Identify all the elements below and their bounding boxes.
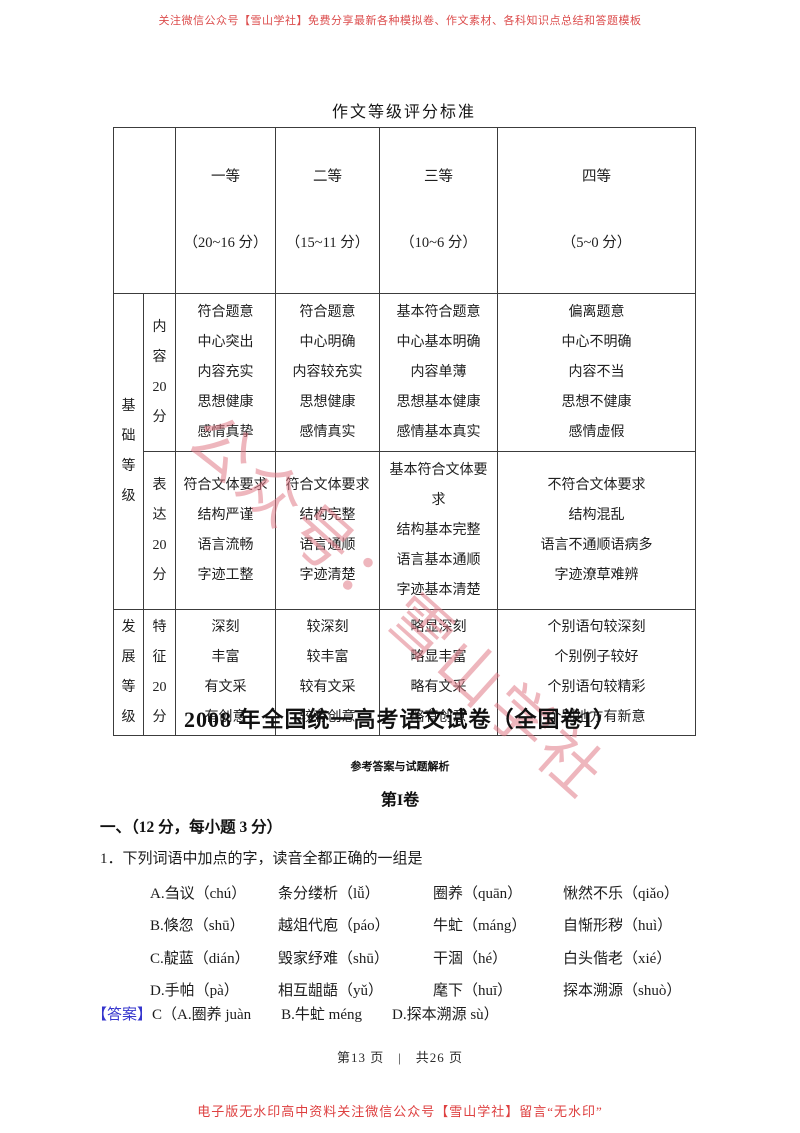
page-number-footer: 第13 页 | 共26 页 bbox=[336, 1050, 464, 1065]
table-row-expression: 表 达 20 分 符合文体要求 结构严谨 语言流畅 字迹工整 符合文体要求 结构… bbox=[114, 451, 696, 610]
option-item: 毁家纾难（shū） bbox=[278, 950, 389, 967]
cell-content-grade1: 符合题意 中心突出 内容充实 思想健康 感情真挚 bbox=[175, 293, 276, 452]
volume-heading: 第I卷 bbox=[380, 792, 420, 809]
option-item: C.靛蓝（dián） bbox=[150, 950, 250, 967]
option-row-c: C.靛蓝（dián） 毁家纾难（shū） 干涸（hé） 白头偕老（xié） bbox=[150, 941, 720, 974]
grading-table-title: 作文等级评分标准 bbox=[331, 104, 476, 121]
grade-label: 三等 bbox=[424, 169, 453, 185]
option-row-a: A.刍议（chú） 条分缕析（lǚ） 圈养（quān） 愀然不乐（qiǎo） bbox=[150, 876, 720, 909]
option-item: 愀然不乐（qiǎo） bbox=[563, 885, 679, 902]
table-corner-cell bbox=[113, 127, 176, 294]
grade-range: （15~11 分） bbox=[285, 235, 370, 251]
option-item: A.刍议（chú） bbox=[150, 885, 247, 902]
question-1-stem: 1．下列词语中加点的字，读音全都正确的一组是 bbox=[100, 851, 423, 867]
cell-content-grade2: 符合题意 中心明确 内容较充实 思想健康 感情真实 bbox=[275, 293, 380, 452]
option-item: B.倏忽（shū） bbox=[150, 918, 245, 935]
essay-grading-table: 一等 （20~16 分） 二等 （15~11 分） 三等 （10~6 分） 四等… bbox=[113, 127, 696, 736]
header-grade-2: 二等 （15~11 分） bbox=[275, 127, 380, 294]
option-item: 探本溯源（shuò） bbox=[563, 983, 682, 1000]
table-header-row: 一等 （20~16 分） 二等 （15~11 分） 三等 （10~6 分） 四等… bbox=[113, 127, 696, 294]
option-item: D.手帕（pà） bbox=[150, 983, 239, 1000]
row-group-development: 发 展 等 级 bbox=[113, 609, 144, 736]
table-row-content: 基 础 等 级 内 容 20 分 符合题意 中心突出 内容充实 思想健康 感情真… bbox=[113, 293, 696, 610]
grade-range: （5~0 分） bbox=[561, 235, 632, 251]
cell-feature-grade2: 较深刻 较丰富 较有文采 较有创意 bbox=[275, 609, 380, 736]
cell-content-grade4: 偏离题意 中心不明确 内容不当 思想不健康 感情虚假 bbox=[497, 293, 696, 452]
option-item: 牛虻（máng） bbox=[433, 918, 527, 935]
cell-expression-grade2: 符合文体要求 结构完整 语言通顺 字迹清楚 bbox=[275, 451, 380, 610]
aspect-content: 内 容 20 分 bbox=[143, 293, 176, 452]
option-row-b: B.倏忽（shū） 越俎代庖（páo） 牛虻（máng） 自惭形秽（huì） bbox=[150, 909, 720, 942]
question-1-options: A.刍议（chú） 条分缕析（lǚ） 圈养（quān） 愀然不乐（qiǎo） B… bbox=[150, 876, 720, 1006]
answer-text: C（A.圈养 juàn B.牛虻 méng D.探本溯源 sù） bbox=[152, 1007, 499, 1023]
table-row-feature: 发 展 等 级 特 征 20 分 深刻 丰富 有文采 有创意 较深刻 较丰富 较… bbox=[113, 609, 696, 736]
option-item: 自惭形秽（huì） bbox=[563, 918, 673, 935]
section-heading: 一、（12 分，每小题 3 分） bbox=[100, 819, 283, 836]
cell-feature-grade3: 略显深刻 略显丰富 略有文采 略有创意 bbox=[379, 609, 498, 736]
grade-label: 一等 bbox=[211, 169, 240, 185]
cell-expression-grade3: 基本符合文体要 求 结构基本完整 语言基本通顺 字迹基本清楚 bbox=[379, 451, 498, 610]
grade-range: （10~6 分） bbox=[400, 235, 477, 251]
option-item: 条分缕析（lǚ） bbox=[278, 885, 380, 902]
bottom-promo-banner: 电子版无水印高中资料关注微信公众号【雪山学社】留言“无水印” bbox=[197, 1104, 603, 1119]
cell-feature-grade4: 个别语句较深刻 个别例子较好 个别语句较精彩 个别地方有新意 bbox=[497, 609, 696, 736]
cell-expression-grade4: 不符合文体要求 结构混乱 语言不通顺语病多 字迹潦草难辨 bbox=[497, 451, 696, 610]
option-item: 干涸（hé） bbox=[433, 950, 508, 967]
top-promo-banner: 关注微信公众号【雪山学社】免费分享最新各种模拟卷、作文素材、各科知识点总结和答题… bbox=[158, 15, 642, 27]
header-grade-1: 一等 （20~16 分） bbox=[175, 127, 276, 294]
option-item: 相互龃龉（yǔ） bbox=[278, 983, 384, 1000]
header-grade-4: 四等 （5~0 分） bbox=[497, 127, 696, 294]
option-item: 越俎代庖（páo） bbox=[278, 918, 390, 935]
aspect-feature: 特 征 20 分 bbox=[143, 609, 176, 736]
grade-label: 四等 bbox=[582, 169, 611, 185]
grade-range: （20~16 分） bbox=[183, 235, 268, 251]
option-item: 白头偕老（xié） bbox=[563, 950, 672, 967]
grade-label: 二等 bbox=[313, 169, 342, 185]
document-subtitle: 参考答案与试题解析 bbox=[350, 761, 450, 773]
cell-feature-grade1: 深刻 丰富 有文采 有创意 bbox=[175, 609, 276, 736]
aspect-expression: 表 达 20 分 bbox=[143, 451, 176, 610]
option-item: 圈养（quān） bbox=[433, 885, 523, 902]
cell-expression-grade1: 符合文体要求 结构严谨 语言流畅 字迹工整 bbox=[175, 451, 276, 610]
option-row-d: D.手帕（pà） 相互龃龉（yǔ） 麾下（huī） 探本溯源（shuò） bbox=[150, 974, 720, 1007]
document-title: 2008 年全国统一高考语文试卷（全国卷I） bbox=[183, 707, 617, 732]
row-group-basic: 基 础 等 级 bbox=[113, 293, 144, 610]
answer-line: 【答案】C（A.圈养 juàn B.牛虻 méng D.探本溯源 sù） bbox=[92, 1003, 499, 1024]
cell-content-grade3: 基本符合题意 中心基本明确 内容单薄 思想基本健康 感情基本真实 bbox=[379, 293, 498, 452]
answer-label: 【答案】 bbox=[92, 1007, 153, 1023]
option-item: 麾下（huī） bbox=[433, 983, 513, 1000]
header-grade-3: 三等 （10~6 分） bbox=[379, 127, 498, 294]
